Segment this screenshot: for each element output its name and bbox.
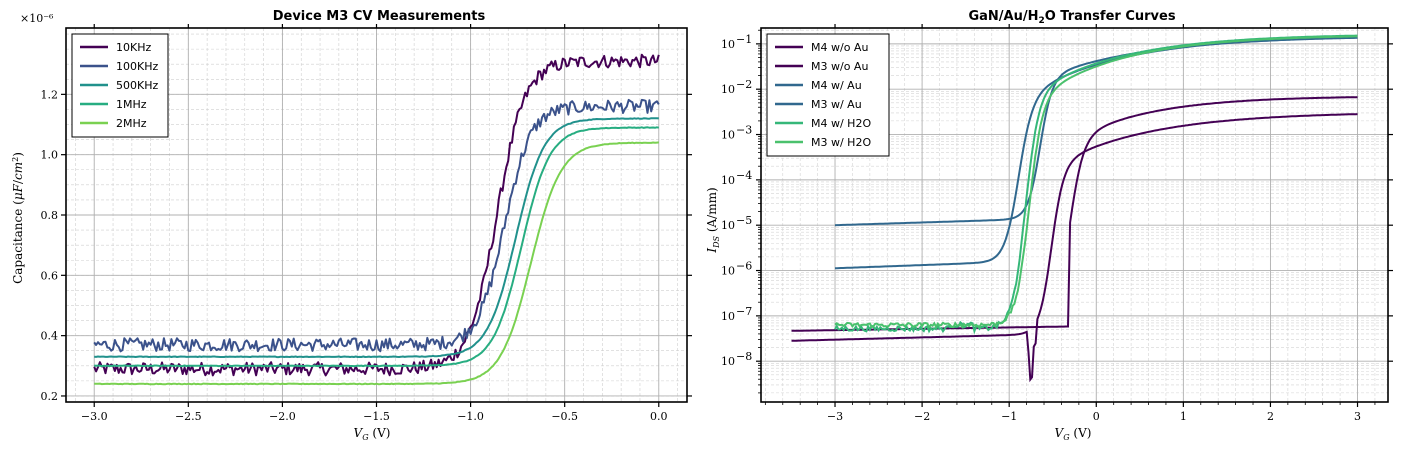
transfer-series-lines — [791, 34, 1358, 383]
transfer-x-tick-label: −1 — [1001, 410, 1017, 423]
transfer-series-line-5 — [834, 35, 1358, 329]
cv-legend-label: 2MHz — [116, 117, 147, 130]
transfer-legend-label: M4 w/ Au — [811, 79, 862, 92]
cv-x-tick-label: 0.0 — [650, 410, 668, 423]
cv-series-line-1 — [93, 98, 660, 353]
transfer-y-tick-exponent: −2 — [736, 78, 752, 91]
transfer-plot-frame — [760, 27, 1389, 403]
transfer-y-tick-exponent: −5 — [736, 214, 752, 227]
cv-x-tick-label: −1.0 — [457, 410, 484, 423]
cv-legend: 10KHz 100KHz 500KHz 1MHz 2MHz — [71, 33, 169, 138]
cv-x-tick-label: −0.5 — [551, 410, 578, 423]
cv-chart: Device M3 CV Measurements ×10⁻⁶ −3.0 −2.5… — [11, 9, 692, 442]
cv-y-axis-label: Capacitance (μF/cm2) — [11, 152, 25, 284]
transfer-chart-title: GaN/Au/H2O Transfer Curves — [968, 9, 1175, 26]
transfer-x-tick-label: 1 — [1180, 410, 1187, 423]
transfer-grid — [761, 28, 1388, 402]
transfer-y-tick-label: 10 — [721, 219, 735, 232]
cv-y-tick-label: 1.2 — [41, 88, 59, 101]
transfer-y-tick-label: 10 — [721, 265, 735, 278]
transfer-x-tick-label: 2 — [1267, 410, 1274, 423]
cv-series-line-2 — [94, 117, 659, 359]
transfer-y-tick-exponent: −6 — [736, 260, 752, 273]
transfer-y-tick-exponent: −1 — [736, 33, 752, 46]
transfer-y-tick-label: 10 — [721, 355, 735, 368]
transfer-y-tick-exponent: −4 — [736, 169, 752, 182]
transfer-legend-label: M3 w/ H2O — [811, 136, 871, 149]
cv-x-tick-label: −1.5 — [363, 410, 390, 423]
transfer-y-tick-exponent: −8 — [736, 350, 752, 363]
cv-legend-label: 1MHz — [116, 98, 147, 111]
cv-ticks: −3.0 −2.5 −2.0 −1.5 −1.0 −0.5 0.0 0.2 0.4 0.6 0.8 1… — [41, 24, 692, 423]
cv-x-tick-label: −2.5 — [175, 410, 202, 423]
transfer-y-tick-label: 10 — [721, 129, 735, 142]
cv-y-tick-label: 0.4 — [41, 330, 59, 343]
cv-series-line-3 — [94, 126, 660, 368]
cv-x-axis-label: VG (V) — [354, 426, 391, 442]
transfer-x-tick-label: −3 — [827, 410, 843, 423]
transfer-legend: M4 w/o Au M3 w/o Au M4 w/ Au M3 w/ Au M4 w/ … — [766, 33, 890, 157]
cv-y-tick-label: 0.2 — [41, 390, 59, 403]
cv-x-tick-label: −2.0 — [269, 410, 296, 423]
cv-y-tick-label: 1.0 — [41, 149, 59, 162]
cv-y-tick-label: 0.8 — [41, 209, 59, 222]
cv-legend-label: 10KHz — [116, 41, 151, 54]
transfer-legend-label: M4 w/ H2O — [811, 117, 871, 130]
cv-chart-title: Device M3 CV Measurements — [273, 9, 486, 24]
transfer-ticks: −3 −2 −1 0 1 2 310−810−710−610−510−410−310−210… — [721, 24, 1393, 423]
transfer-x-tick-label: 0 — [1093, 410, 1100, 423]
transfer-x-axis-label: VG (V) — [1055, 426, 1092, 442]
cv-offset-text: ×10⁻⁶ — [20, 12, 54, 25]
transfer-legend-box — [766, 33, 890, 157]
transfer-x-tick-label: −2 — [914, 410, 930, 423]
cv-legend-label: 100KHz — [116, 60, 158, 73]
transfer-series-line-3 — [834, 36, 1358, 270]
cv-y-tick-label: 0.6 — [41, 269, 59, 282]
cv-series-lines — [93, 53, 660, 386]
cv-x-tick-label: −3.0 — [81, 410, 108, 423]
transfer-legend-label: M4 w/o Au — [811, 41, 868, 54]
cv-series-line-4 — [94, 141, 659, 386]
transfer-y-axis-label: IDS (A/mm) — [705, 187, 721, 253]
transfer-y-tick-label: 10 — [721, 310, 735, 323]
transfer-chart: GaN/Au/H2O Transfer Curves −3 −2 −1 0 1 2 310−… — [705, 9, 1393, 442]
transfer-y-tick-label: 10 — [721, 83, 735, 96]
transfer-y-tick-label: 10 — [721, 38, 735, 51]
cv-grid — [66, 28, 687, 402]
transfer-legend-label: M3 w/o Au — [811, 60, 868, 73]
transfer-y-tick-exponent: −7 — [736, 305, 752, 318]
transfer-y-tick-exponent: −3 — [736, 124, 752, 137]
transfer-x-tick-label: 3 — [1354, 410, 1361, 423]
transfer-y-tick-label: 10 — [721, 174, 735, 187]
cv-legend-label: 500KHz — [116, 79, 158, 92]
transfer-series-line-1 — [791, 113, 1358, 383]
transfer-legend-label: M3 w/ Au — [811, 98, 862, 111]
